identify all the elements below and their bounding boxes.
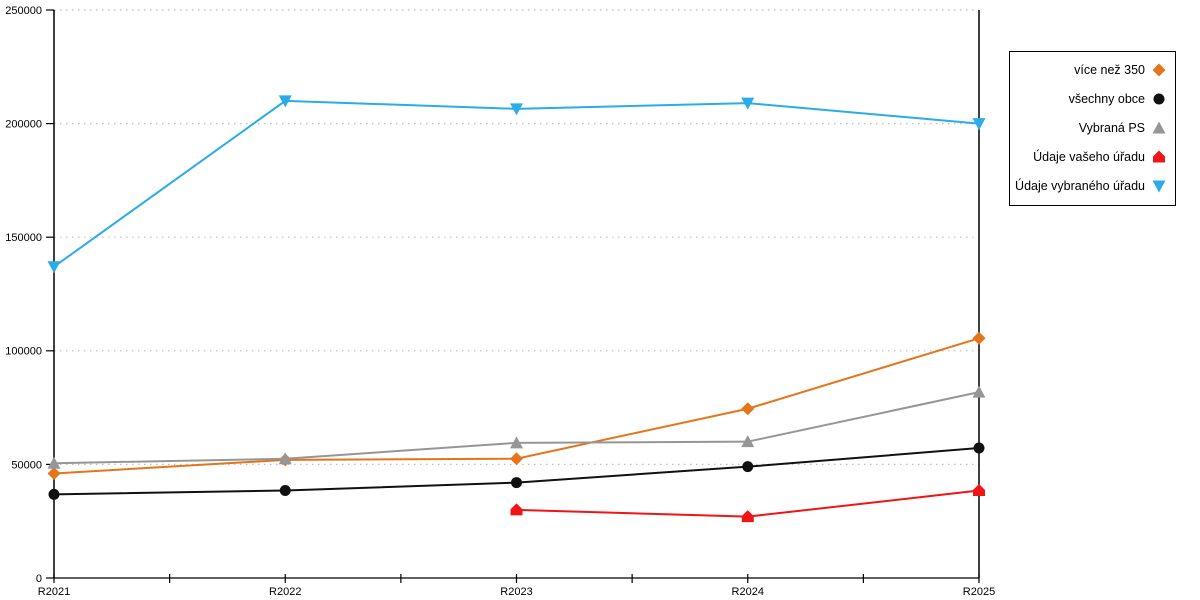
triangle-up-marker (741, 435, 755, 448)
triangle-down-icon (1152, 180, 1166, 192)
circle-marker (973, 442, 985, 454)
legend-label: Údaje vybraného úřadu (1015, 178, 1145, 193)
y-tick-label: 0 (36, 573, 42, 585)
house-icon (1153, 150, 1165, 162)
x-tick-label: R2021 (38, 586, 70, 598)
triangle-up-marker (972, 385, 986, 398)
legend-item: Vybraná PS (1010, 113, 1175, 142)
house-marker (510, 503, 523, 516)
triangle-up-marker (278, 452, 292, 465)
triangle-down-marker (278, 95, 292, 108)
diamond-marker (47, 466, 61, 480)
triangle-down-marker (972, 118, 986, 131)
circle-marker (511, 477, 522, 489)
legend-label: všechny obce (1068, 91, 1145, 106)
x-tick-label: R2022 (269, 586, 301, 598)
x-tick-label: R2023 (500, 586, 532, 598)
triangle-down-marker (510, 103, 523, 116)
y-tick-label: 100000 (5, 346, 42, 358)
legend-label: Vybraná PS (1078, 120, 1145, 135)
y-tick-label: 200000 (5, 118, 42, 130)
y-tick-label: 250000 (5, 5, 42, 17)
circle-marker (279, 485, 291, 497)
x-tick-label: R2025 (963, 586, 995, 598)
diamond-icon (1152, 63, 1166, 76)
triangle-up-icon (1152, 121, 1166, 133)
legend-label: více než 350 (1074, 62, 1145, 77)
circle-marker (1153, 93, 1165, 104)
house-marker (741, 510, 754, 523)
legend-label: Údaje vašeho úřadu (1033, 149, 1145, 164)
legend-item: všechny obce (1010, 84, 1175, 113)
series-line (53, 99, 980, 268)
legend: více než 350 všechny obce Vybraná PS Úda… (1009, 51, 1176, 206)
house-marker (973, 484, 985, 497)
x-tick-label: R2024 (732, 586, 764, 598)
y-tick-label: 50000 (11, 459, 42, 471)
diamond-marker (1152, 63, 1166, 76)
diamond-marker (741, 402, 755, 416)
triangle-up-marker (1152, 121, 1166, 133)
legend-item: Údaje vybraného úřadu (1010, 171, 1175, 200)
legend-item: Údaje vašeho úřadu (1010, 142, 1175, 171)
triangle-down-marker (741, 97, 755, 110)
legend-item: více než 350 (1010, 55, 1175, 84)
circle-marker (742, 461, 754, 473)
triangle-up-marker (510, 436, 523, 449)
triangle-down-marker (1152, 180, 1166, 192)
circle-marker (48, 488, 60, 500)
house-marker (1153, 150, 1165, 162)
circle-icon (1153, 93, 1165, 104)
diamond-marker (972, 331, 986, 345)
triangle-up-marker (47, 456, 61, 469)
y-tick-label: 150000 (5, 232, 42, 244)
diamond-marker (510, 452, 523, 466)
triangle-down-marker (47, 261, 61, 274)
